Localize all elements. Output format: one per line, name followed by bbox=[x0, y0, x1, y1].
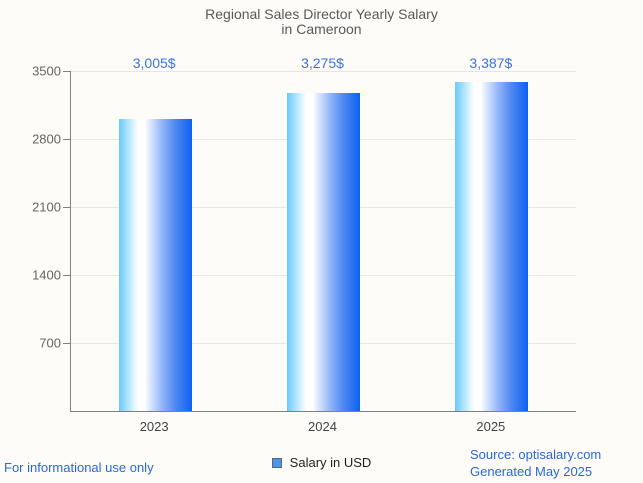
generated-line: Generated May 2025 bbox=[470, 464, 593, 479]
gridline-3500 bbox=[71, 71, 576, 72]
y-axis-label-700: 700 bbox=[39, 335, 61, 351]
y-axis-label-1400: 1400 bbox=[32, 267, 61, 283]
plot-area: 700 1400 2100 2800 3500 bbox=[32, 64, 576, 412]
x-axis-labels: 2023 2024 2025 bbox=[70, 419, 575, 434]
y-tick-1400 bbox=[63, 275, 71, 276]
x-axis-label-2025: 2025 bbox=[476, 419, 506, 434]
chart-title-line2: in Cameroon bbox=[281, 21, 362, 37]
chart-title: Regional Sales Director Yearly Salary in… bbox=[0, 7, 643, 37]
bar-2025[interactable] bbox=[455, 81, 529, 411]
bar-2024[interactable] bbox=[287, 92, 360, 411]
y-axis-label-2800: 2800 bbox=[32, 131, 61, 147]
y-axis-label-3500: 3500 bbox=[32, 63, 61, 79]
chart-title-line1: Regional Sales Director Yearly Salary bbox=[205, 6, 438, 22]
legend: Salary in USD bbox=[0, 455, 643, 470]
y-axis-label-2100: 2100 bbox=[32, 199, 61, 215]
value-label-2025: 3,387$ bbox=[469, 55, 513, 71]
value-label-2023: 3,005$ bbox=[132, 55, 176, 71]
value-label-2024: 3,275$ bbox=[301, 55, 344, 71]
y-tick-2100 bbox=[63, 207, 71, 208]
y-tick-3500 bbox=[63, 71, 71, 72]
x-axis-label-2024: 2024 bbox=[308, 419, 337, 434]
bar-2023[interactable] bbox=[118, 119, 192, 411]
source-line: Source: optisalary.com bbox=[470, 447, 602, 462]
disclaimer-text: For informational use only bbox=[4, 460, 154, 475]
legend-label: Salary in USD bbox=[289, 455, 372, 470]
y-tick-700 bbox=[63, 343, 71, 344]
source-note: Source: optisalary.com Generated May 202… bbox=[470, 446, 601, 480]
x-axis-label-2023: 2023 bbox=[139, 419, 169, 434]
value-labels-row: 3,005$ 3,275$ 3,387$ bbox=[70, 55, 575, 71]
legend-marker-icon bbox=[271, 457, 282, 468]
y-tick-2800 bbox=[63, 139, 71, 140]
